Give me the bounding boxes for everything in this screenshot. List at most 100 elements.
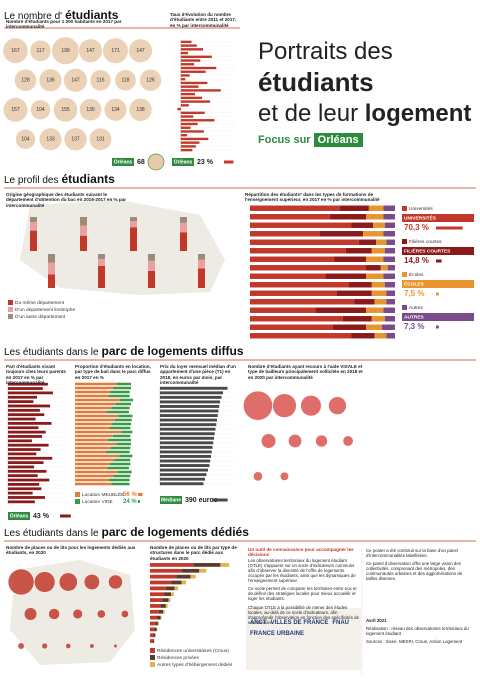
bubble-label: 134 (111, 107, 120, 113)
bubble (279, 471, 289, 481)
bar-segment (366, 214, 384, 220)
bar-segment (150, 615, 158, 620)
column-segment (98, 254, 105, 260)
bar (8, 400, 34, 404)
bar-segment (366, 265, 381, 271)
bar-segment (108, 478, 130, 482)
bar (180, 119, 215, 122)
bar-segment (376, 239, 387, 245)
legend-box-label: Filières courtes (404, 246, 451, 254)
bar-segment (119, 454, 133, 458)
bar-segment (150, 574, 177, 579)
bar-segment (116, 442, 131, 446)
bar-segment (250, 239, 359, 245)
legend-box-label: Écoles (404, 279, 425, 287)
bar (180, 70, 206, 73)
bar (8, 382, 48, 386)
bar-segment (366, 307, 384, 313)
section-title: Le profil des étudiants (4, 172, 115, 186)
map-background (20, 200, 225, 295)
bar-segment (250, 299, 355, 305)
bar-segment (75, 390, 110, 394)
bar-segment (171, 580, 182, 585)
credit: Réalisation : réseau des observatoires t… (366, 626, 469, 637)
bar-segment (150, 627, 155, 632)
bar (180, 51, 188, 55)
bubble-label: 137 (71, 137, 80, 143)
bar-segment (75, 430, 122, 434)
summary-value: 23 % (197, 159, 214, 166)
bar-segment (158, 609, 164, 614)
chart-title: Proportion d'étudiants en location, par … (75, 364, 151, 380)
bar-segment (250, 231, 320, 237)
bar-segment (250, 222, 352, 228)
bubble-label: 147 (71, 78, 80, 84)
bubble-label: 147 (86, 48, 95, 54)
bar-segment (334, 256, 366, 262)
section-title-bold: parc de logements diffus (101, 344, 244, 358)
bar (8, 430, 46, 434)
header-line: étudiants (258, 67, 374, 97)
bar (160, 468, 208, 472)
credits: Avril 2021 Réalisation : réseau des obse… (366, 618, 474, 647)
bar-segment (117, 470, 132, 474)
bubble (114, 69, 137, 92)
header-line: Portraits des (258, 38, 393, 65)
bubble-label: 117 (37, 48, 45, 54)
bar (8, 487, 42, 491)
header-bold: logement (364, 100, 472, 127)
column-segment (98, 259, 105, 266)
bar (160, 477, 205, 481)
bubble (29, 39, 52, 62)
column-segment (30, 230, 37, 251)
bar-segment (163, 609, 165, 614)
bar-segment (155, 633, 156, 638)
bubble (3, 97, 28, 123)
bar-segment (75, 414, 119, 418)
bar (180, 66, 217, 70)
paragraph: Chaque OTLE a la possibilité de mener de… (248, 604, 360, 625)
paragraph: Les observatoires territoriaux du logeme… (248, 558, 356, 584)
summary-box (8, 512, 30, 520)
column-segment (48, 274, 55, 288)
bar-segment (174, 586, 179, 591)
bar (8, 391, 53, 395)
bar (180, 40, 192, 44)
bar (8, 491, 33, 495)
bar-segment (181, 580, 187, 585)
bubble (272, 393, 297, 418)
bar (180, 96, 203, 100)
bar (180, 134, 188, 137)
column-segment (130, 227, 137, 251)
bar (160, 391, 223, 395)
bar (8, 404, 51, 408)
bar-segment (165, 604, 168, 608)
bubble (288, 434, 302, 448)
bar (160, 450, 212, 454)
bar-segment (384, 248, 395, 254)
bar (160, 414, 218, 417)
bubble (261, 433, 277, 449)
section-title-text: Les étudiants dans le (4, 528, 99, 539)
bar-segment (250, 214, 330, 220)
bar-segment (329, 214, 366, 220)
bar-segment (250, 248, 346, 254)
bar-segment (373, 222, 385, 228)
summary-label: Orléans (10, 514, 29, 520)
bar-segment (75, 458, 115, 462)
bar-segment (348, 282, 372, 288)
paragraph: Ce socle permet de comparer les territoi… (248, 586, 357, 602)
bar-segment (160, 615, 162, 620)
bar-segment (168, 598, 171, 602)
bubble (253, 471, 263, 482)
bar-segment (160, 604, 166, 608)
bar-segment (162, 598, 169, 602)
paragraph: Ce poster a été construit sur la base d'… (366, 548, 458, 559)
bar-segment (75, 402, 116, 406)
bar-segment (75, 474, 114, 478)
bar (160, 400, 220, 404)
bar (160, 432, 215, 436)
bar-segment (75, 482, 112, 486)
bar (180, 81, 208, 85)
